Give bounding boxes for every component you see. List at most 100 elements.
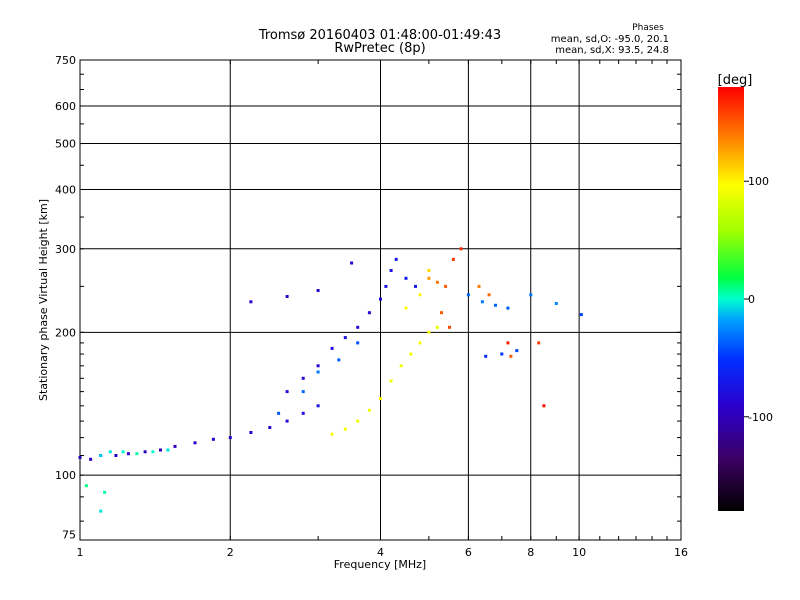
data-point	[506, 341, 510, 345]
x-tick-label: 1	[77, 546, 84, 559]
data-point	[477, 284, 481, 288]
y-tick-label: 75	[62, 528, 76, 541]
data-point	[448, 325, 451, 329]
data-point	[173, 444, 177, 448]
data-point	[356, 419, 360, 423]
data-point	[121, 450, 125, 454]
stats-line-x: mean, sd,X: 93.5, 24.8	[555, 45, 669, 56]
data-point	[301, 411, 305, 415]
chart-title: Tromsø 20160403 01:48:00-01:49:43	[258, 28, 501, 43]
data-point	[316, 404, 320, 408]
data-point	[99, 454, 103, 457]
data-point	[414, 284, 417, 288]
colorbar-tick-label: 100	[748, 175, 769, 188]
data-point	[389, 379, 393, 383]
data-point	[466, 293, 470, 297]
data-point	[384, 284, 388, 288]
data-point	[316, 289, 320, 292]
y-tick-label: 600	[55, 100, 76, 113]
x-tick-label: 10	[572, 546, 586, 559]
data-point	[330, 432, 334, 436]
data-point	[211, 437, 215, 441]
data-point	[249, 431, 253, 434]
data-point	[114, 454, 118, 457]
data-point	[494, 303, 497, 307]
y-axis-label: Stationary phase Virtual Height [km]	[37, 199, 50, 401]
chart-subtitle: RwPretec (8p)	[334, 41, 425, 56]
data-point	[84, 484, 88, 488]
y-tick-label: 100	[55, 469, 76, 482]
plot-area	[78, 59, 682, 541]
stats-heading: Phases	[632, 23, 664, 33]
data-point	[537, 341, 541, 345]
y-tick-label: 200	[55, 326, 76, 339]
grid-lines	[80, 60, 681, 540]
data-point	[487, 293, 491, 297]
data-point	[99, 509, 103, 513]
data-point	[404, 306, 408, 310]
data-point	[343, 336, 347, 340]
stats-line-o: mean, sd,O: -95.0, 20.1	[551, 34, 669, 45]
colorbar-tick-label: -100	[748, 411, 773, 424]
data-point	[394, 257, 398, 261]
data-point	[316, 364, 320, 368]
data-point	[301, 376, 305, 380]
data-point	[356, 325, 360, 329]
y-axis-ticks: 75 100 200 300 400 500 600 750	[55, 54, 681, 541]
data-point	[459, 247, 463, 251]
data-point	[529, 293, 533, 297]
colorbar-ticks: 100 0 -100	[744, 175, 773, 424]
data-point	[249, 300, 253, 304]
data-point	[337, 358, 341, 362]
data-point	[89, 457, 93, 461]
data-point	[343, 427, 347, 431]
data-point	[404, 276, 408, 280]
data-point	[285, 295, 289, 298]
data-point	[500, 352, 504, 356]
data-point	[506, 306, 510, 310]
x-axis-ticks: 1 2 4 6 8 10 16	[77, 60, 688, 559]
data-point	[379, 397, 382, 401]
data-point	[367, 408, 371, 412]
data-point	[379, 297, 382, 301]
colorbar-label: [deg]	[718, 73, 753, 88]
data-point	[409, 352, 413, 356]
x-tick-label: 8	[527, 546, 534, 559]
data-point	[126, 452, 130, 456]
data-point	[418, 293, 422, 297]
data-point	[108, 450, 112, 454]
data-point	[427, 276, 431, 280]
data-point	[135, 452, 139, 456]
x-tick-label: 16	[674, 546, 688, 559]
data-point	[151, 450, 155, 454]
data-point	[367, 311, 371, 315]
y-tick-label: 400	[55, 184, 76, 197]
y-tick-label: 300	[55, 243, 76, 256]
data-point	[451, 257, 455, 261]
colorbar-tick-label: 0	[748, 293, 755, 306]
data-point	[427, 269, 431, 272]
data-point	[356, 341, 360, 345]
data-point	[166, 448, 170, 452]
data-point	[143, 450, 147, 454]
data-point	[435, 280, 439, 284]
data-point	[316, 370, 320, 374]
data-point	[268, 426, 272, 429]
x-tick-label: 6	[465, 546, 472, 559]
data-point	[542, 404, 546, 408]
data-point	[389, 269, 393, 272]
data-point	[103, 490, 107, 494]
x-tick-label: 4	[377, 546, 384, 559]
data-points	[78, 247, 583, 513]
y-tick-label: 500	[55, 138, 76, 151]
data-point	[554, 302, 558, 305]
data-point	[159, 448, 162, 452]
data-point	[350, 261, 354, 265]
data-point	[480, 300, 484, 304]
x-tick-label: 2	[227, 546, 234, 559]
data-point	[78, 455, 82, 459]
colorbar-gradient	[718, 87, 744, 511]
data-point	[193, 441, 197, 445]
y-tick-label: 750	[55, 54, 76, 67]
data-point	[579, 313, 583, 317]
